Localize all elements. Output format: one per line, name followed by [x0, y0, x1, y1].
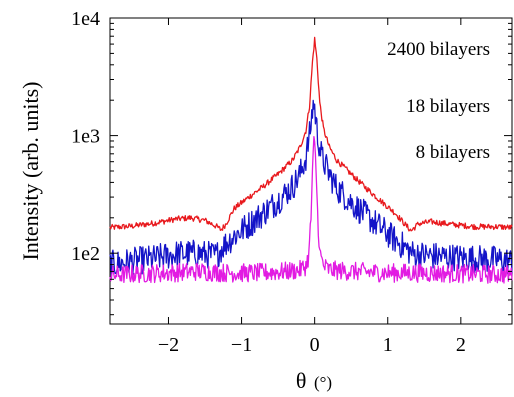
- plot-area: [109, 17, 513, 325]
- x-axis-unit: (°): [314, 373, 332, 392]
- x-tick-label: −2: [158, 334, 179, 356]
- x-tick-label: 2: [456, 334, 466, 356]
- y-tick-label: 1e3: [71, 126, 100, 148]
- x-tick-label: 1: [383, 334, 393, 356]
- series-line-3: [109, 135, 513, 284]
- plot-frame: [109, 17, 513, 325]
- series-line-1: [109, 36, 513, 232]
- series-label-3: 8 bilayers: [416, 142, 490, 163]
- y-axis-title: Intensity (arb. units): [18, 81, 43, 260]
- series-label-1: 2400 bilayers: [387, 39, 490, 60]
- series-labels: 2400 bilayers 18 bilayers 8 bilayers: [387, 39, 490, 163]
- series-layer: [109, 36, 513, 284]
- x-tick-label: 0: [310, 334, 320, 356]
- x-tick-label: −1: [231, 334, 252, 356]
- y-tick-label: 1e2: [71, 243, 100, 265]
- y-tick-label: 1e4: [71, 8, 100, 30]
- x-axis-symbol: θ: [296, 368, 307, 393]
- series-label-2: 18 bilayers: [406, 96, 490, 117]
- x-axis-title: θ (°): [296, 368, 332, 393]
- ticks-layer: −2 −1 0 1 2 1e2 1e3 1e4: [71, 8, 512, 356]
- series-line-2: [109, 99, 513, 279]
